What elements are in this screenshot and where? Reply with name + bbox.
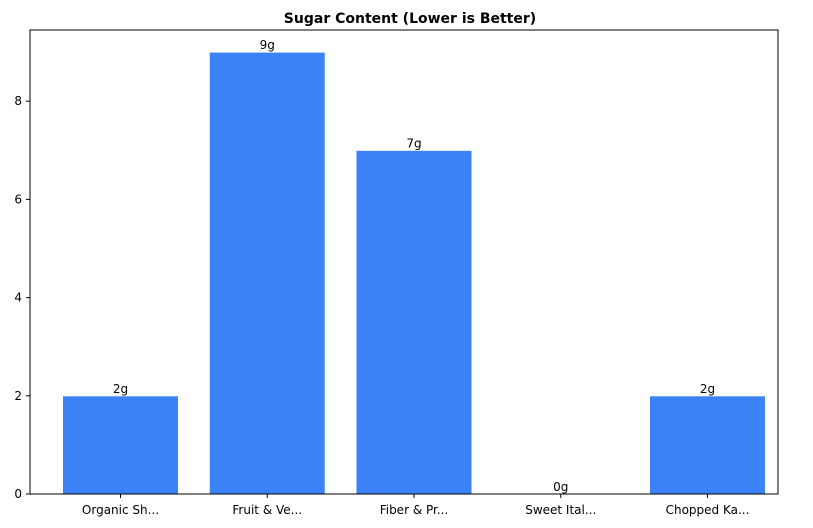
bar: [355, 149, 473, 495]
value-label: 2g: [113, 382, 128, 396]
y-tick-label: 0: [14, 487, 22, 501]
value-label: 9g: [260, 38, 275, 52]
plot-area: 0 2 4 6 8 Organic Sh... 2g Fruit & Ve... 9g Fiber…: [14, 38, 766, 517]
x-tick-label: Fiber & Pr...: [380, 503, 449, 517]
x-tick-label: Sweet Ital...: [525, 503, 596, 517]
y-tick-label: 4: [14, 291, 22, 305]
x-tick-label: Chopped Ka...: [666, 503, 750, 517]
chart-title: Sugar Content (Lower is Better): [284, 11, 536, 27]
value-label: 0g: [553, 480, 568, 494]
axes-frame: [29, 29, 779, 495]
y-tick-label: 8: [14, 94, 22, 108]
value-label: 2g: [700, 382, 715, 396]
bar: [649, 395, 766, 495]
value-label: 7g: [406, 136, 421, 150]
y-tick-label: 2: [14, 389, 22, 403]
y-tick-label: 6: [14, 192, 22, 206]
x-tick-label: Organic Sh...: [82, 503, 159, 517]
x-tick-label: Fruit & Ve...: [232, 503, 302, 517]
bar: [208, 51, 326, 495]
bar: [62, 395, 179, 495]
